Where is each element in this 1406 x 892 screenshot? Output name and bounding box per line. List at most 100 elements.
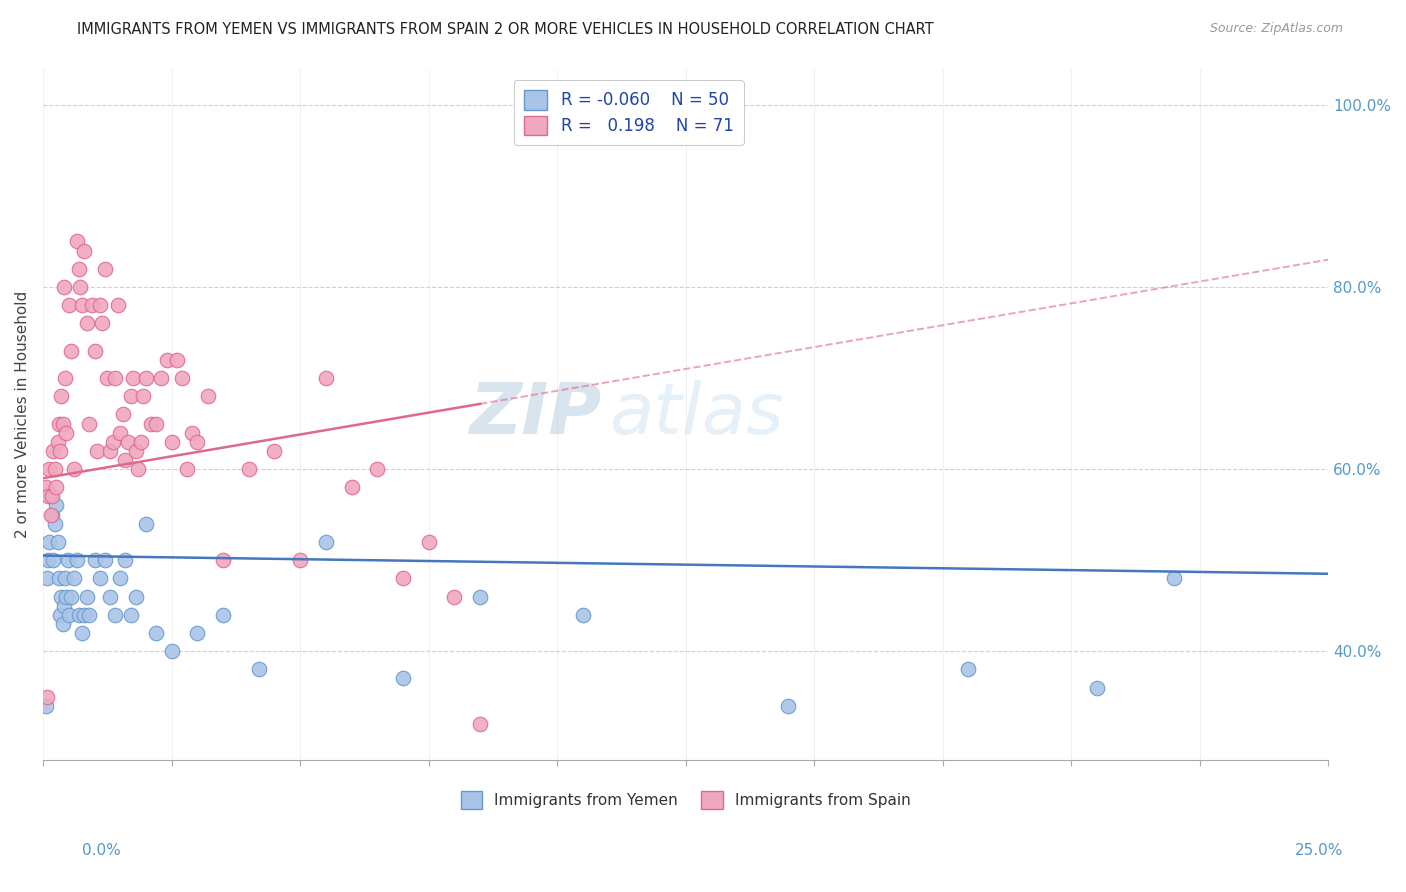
Point <box>186 434 208 449</box>
Point <box>42 553 65 567</box>
Point <box>181 425 204 440</box>
Point <box>176 462 198 476</box>
Point <box>56 553 79 567</box>
Point <box>65 235 87 249</box>
Point <box>443 590 465 604</box>
Point <box>120 389 142 403</box>
Point <box>44 516 66 531</box>
Point <box>392 571 415 585</box>
Point <box>83 553 105 567</box>
Legend: Immigrants from Yemen, Immigrants from Spain: Immigrants from Yemen, Immigrants from S… <box>454 785 917 815</box>
Point <box>73 607 96 622</box>
Point <box>111 408 134 422</box>
Point <box>48 443 70 458</box>
Point <box>125 443 148 458</box>
Point <box>79 607 101 622</box>
Point <box>48 571 70 585</box>
Text: 0.0%: 0.0% <box>82 843 121 858</box>
Point <box>1085 681 1108 695</box>
Point <box>76 590 98 604</box>
Point <box>37 690 59 704</box>
Text: Source: ZipAtlas.com: Source: ZipAtlas.com <box>1209 22 1343 36</box>
Point <box>52 599 75 613</box>
Point <box>104 371 127 385</box>
Point <box>94 553 117 567</box>
Point <box>48 607 70 622</box>
Point <box>957 662 980 676</box>
Point <box>63 462 86 476</box>
Point <box>55 590 77 604</box>
Point <box>135 516 157 531</box>
Point <box>572 607 595 622</box>
Point <box>778 698 800 713</box>
Point <box>107 298 129 312</box>
Point <box>110 425 132 440</box>
Point <box>155 352 177 367</box>
Point <box>58 298 80 312</box>
Point <box>91 317 114 331</box>
Point <box>86 443 108 458</box>
Point <box>45 480 67 494</box>
Point <box>73 244 96 258</box>
Point <box>89 571 111 585</box>
Point <box>139 417 162 431</box>
Point <box>53 571 76 585</box>
Point <box>392 672 415 686</box>
Point <box>60 590 83 604</box>
Point <box>1163 571 1185 585</box>
Point <box>53 371 76 385</box>
Point <box>114 553 136 567</box>
Point <box>46 535 69 549</box>
Point <box>160 644 183 658</box>
Point <box>290 553 312 567</box>
Point <box>39 489 62 503</box>
Point <box>70 298 93 312</box>
Point <box>52 616 75 631</box>
Text: IMMIGRANTS FROM YEMEN VS IMMIGRANTS FROM SPAIN 2 OR MORE VEHICLES IN HOUSEHOLD C: IMMIGRANTS FROM YEMEN VS IMMIGRANTS FROM… <box>77 22 934 37</box>
Point <box>247 662 270 676</box>
Point <box>76 317 98 331</box>
Point <box>70 626 93 640</box>
Point <box>45 499 67 513</box>
Point <box>150 371 173 385</box>
Point <box>340 480 363 494</box>
Point <box>145 626 167 640</box>
Point <box>101 434 124 449</box>
Point <box>48 417 70 431</box>
Point <box>44 462 66 476</box>
Point <box>238 462 260 476</box>
Point <box>468 717 491 731</box>
Point <box>145 417 167 431</box>
Point <box>129 434 152 449</box>
Point <box>39 508 62 522</box>
Point <box>41 489 63 503</box>
Point <box>120 607 142 622</box>
Point <box>110 571 132 585</box>
Point <box>117 434 139 449</box>
Point <box>197 389 219 403</box>
Point <box>127 462 149 476</box>
Point <box>51 590 73 604</box>
Point <box>52 280 75 294</box>
Point <box>315 371 337 385</box>
Point <box>42 443 65 458</box>
Point <box>98 443 121 458</box>
Point <box>37 553 59 567</box>
Point <box>89 298 111 312</box>
Point <box>51 389 73 403</box>
Point <box>55 425 77 440</box>
Point <box>38 535 60 549</box>
Y-axis label: 2 or more Vehicles in Household: 2 or more Vehicles in Household <box>15 291 30 538</box>
Point <box>80 298 103 312</box>
Point <box>122 371 145 385</box>
Point <box>38 462 60 476</box>
Point <box>418 535 440 549</box>
Text: ZIP: ZIP <box>470 380 602 449</box>
Point <box>212 553 235 567</box>
Point <box>67 261 90 276</box>
Point <box>63 571 86 585</box>
Point <box>263 443 285 458</box>
Point <box>35 480 58 494</box>
Point <box>69 280 91 294</box>
Point <box>160 434 183 449</box>
